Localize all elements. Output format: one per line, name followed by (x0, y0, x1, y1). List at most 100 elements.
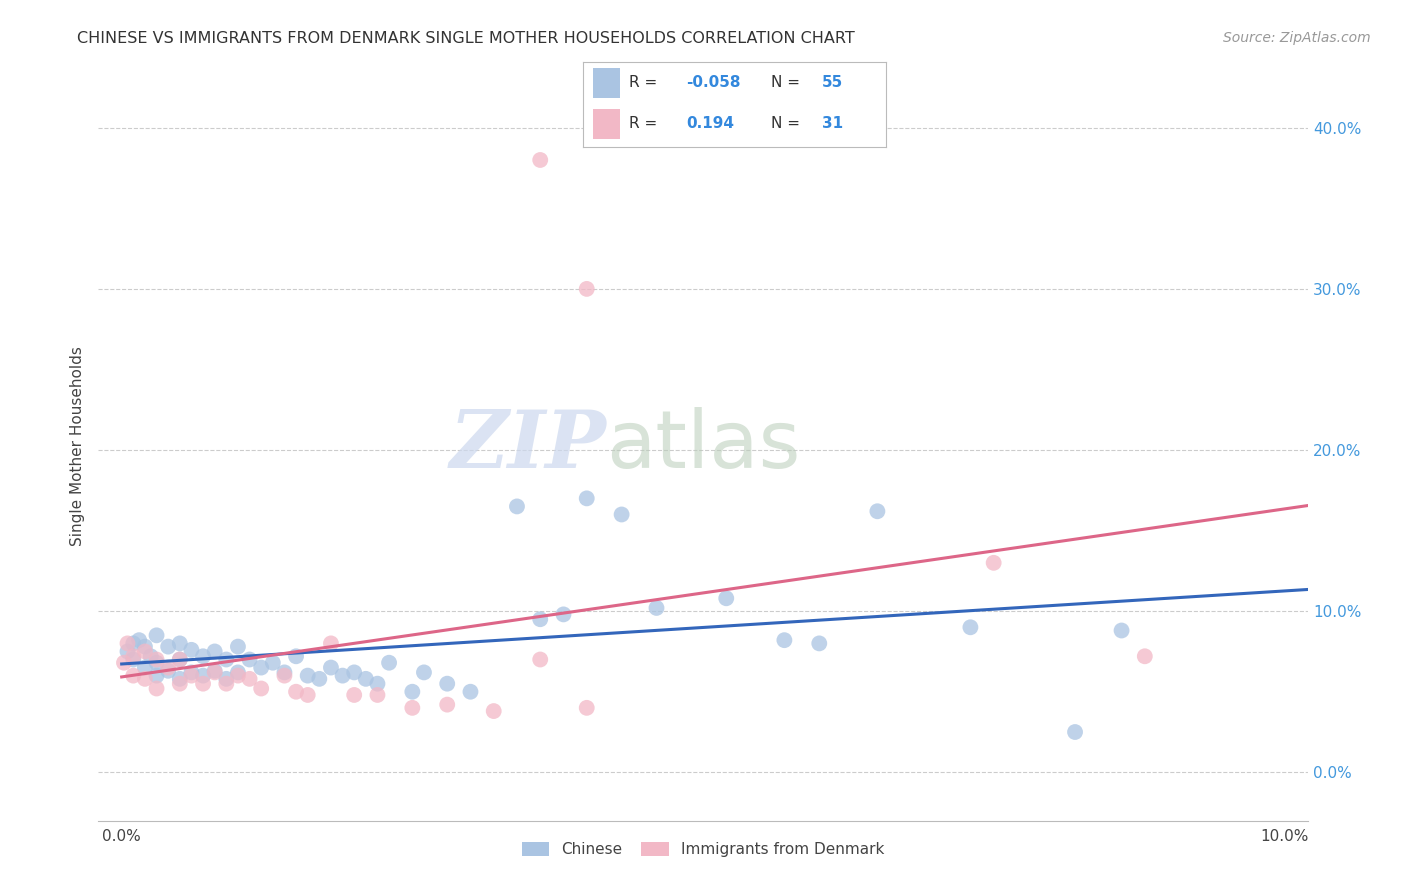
Point (204, 644, 226, 658)
Point (378, 656, 401, 670)
Point (117, 644, 139, 658)
Point (117, 636, 139, 650)
Text: ZIP: ZIP (450, 408, 606, 484)
FancyBboxPatch shape (592, 109, 620, 139)
Point (354, 672, 377, 686)
Text: CHINESE VS IMMIGRANTS FROM DENMARK SINGLE MOTHER HOUSEHOLDS CORRELATION CHART: CHINESE VS IMMIGRANTS FROM DENMARK SINGL… (77, 31, 855, 46)
Point (482, 704, 505, 718)
Point (122, 652, 145, 666)
Point (529, 153, 551, 167)
Point (191, 676, 214, 690)
Point (122, 636, 145, 650)
Point (436, 676, 458, 690)
Point (134, 672, 156, 686)
Point (575, 701, 598, 715)
Point (297, 668, 319, 682)
Text: 31: 31 (823, 116, 844, 131)
Point (959, 620, 981, 634)
Point (145, 656, 167, 670)
Point (1133, 649, 1156, 664)
Point (529, 652, 551, 666)
Point (157, 664, 180, 678)
Point (191, 649, 214, 664)
Point (366, 688, 388, 702)
Point (180, 665, 202, 680)
Point (226, 668, 249, 682)
Point (169, 672, 191, 686)
Point (808, 636, 831, 650)
Text: atlas: atlas (606, 407, 800, 485)
Point (180, 668, 202, 682)
Point (250, 681, 273, 696)
Point (134, 660, 156, 674)
Point (401, 701, 423, 715)
Point (1111, 624, 1133, 638)
Point (297, 688, 319, 702)
Point (529, 612, 551, 626)
Point (128, 633, 150, 648)
Point (273, 665, 295, 680)
Point (308, 672, 330, 686)
Point (575, 282, 598, 296)
Point (319, 660, 342, 674)
Text: 0.194: 0.194 (686, 116, 734, 131)
Point (645, 601, 668, 615)
FancyBboxPatch shape (592, 69, 620, 98)
Point (145, 652, 167, 666)
Point (215, 672, 238, 686)
Point (983, 556, 1005, 570)
Point (134, 644, 156, 658)
Point (239, 652, 262, 666)
Point (145, 681, 167, 696)
Point (226, 665, 249, 680)
Point (215, 676, 238, 690)
Point (610, 508, 633, 522)
Point (157, 660, 180, 674)
Point (122, 649, 145, 664)
Point (506, 500, 529, 514)
Text: -0.058: -0.058 (686, 75, 741, 90)
Y-axis label: Single Mother Households: Single Mother Households (70, 346, 86, 546)
Point (460, 684, 482, 698)
Point (180, 643, 202, 657)
Point (273, 668, 295, 682)
Point (250, 660, 273, 674)
Point (139, 649, 162, 664)
Point (413, 665, 436, 680)
Point (436, 698, 458, 712)
Point (716, 591, 738, 606)
Point (1064, 725, 1087, 739)
Point (215, 652, 238, 666)
Point (773, 633, 796, 648)
Point (134, 640, 156, 654)
Point (169, 652, 191, 666)
Point (285, 684, 308, 698)
Point (145, 668, 167, 682)
Point (239, 672, 262, 686)
Point (204, 664, 226, 678)
Text: R =: R = (628, 75, 662, 90)
Point (169, 636, 191, 650)
Point (226, 640, 249, 654)
Point (204, 665, 226, 680)
Point (866, 504, 889, 518)
Legend: Chinese, Immigrants from Denmark: Chinese, Immigrants from Denmark (517, 838, 889, 862)
Point (169, 652, 191, 666)
Point (332, 668, 354, 682)
Point (262, 656, 284, 670)
Text: N =: N = (770, 75, 804, 90)
Point (285, 649, 308, 664)
Text: N =: N = (770, 116, 804, 131)
Point (157, 640, 180, 654)
Point (575, 491, 598, 506)
Point (169, 676, 191, 690)
Point (401, 684, 423, 698)
Text: Source: ZipAtlas.com: Source: ZipAtlas.com (1223, 31, 1371, 45)
Point (319, 636, 342, 650)
Point (191, 668, 214, 682)
Point (343, 665, 366, 680)
Point (145, 628, 167, 642)
Text: 55: 55 (823, 75, 844, 90)
Text: R =: R = (628, 116, 662, 131)
Point (553, 607, 575, 622)
